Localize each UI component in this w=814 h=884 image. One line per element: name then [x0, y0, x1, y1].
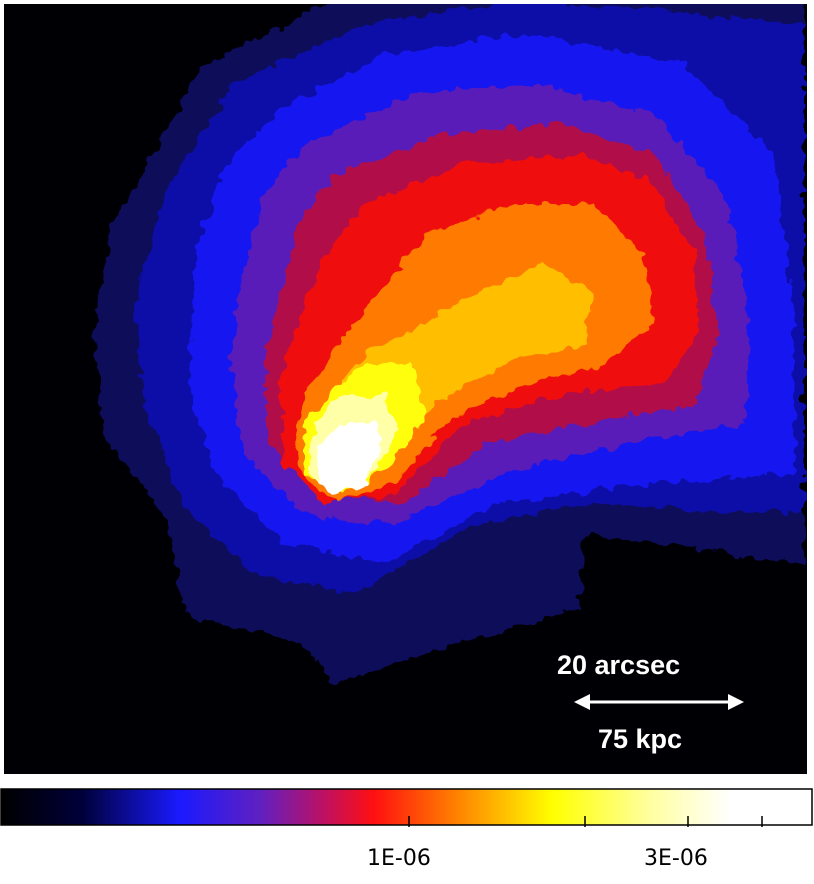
colorbar-tick-label-3e-06: 3E-06 — [644, 846, 708, 871]
scale-bar-arrow — [574, 694, 744, 710]
scale-bar-angular-label: 20 arcsec — [557, 650, 681, 680]
contour-level-11 — [316, 419, 382, 494]
colorbar-gradient — [0, 788, 813, 826]
emission-contours — [94, 4, 804, 710]
colorbar — [0, 788, 814, 828]
colorbar-tick-label-1e-06: 1E-06 — [367, 846, 431, 871]
xray-intensity-map: 20 arcsec 75 kpc — [4, 4, 807, 774]
colorbar-svg — [0, 788, 813, 827]
scale-bar-physical-label: 75 kpc — [598, 724, 683, 754]
